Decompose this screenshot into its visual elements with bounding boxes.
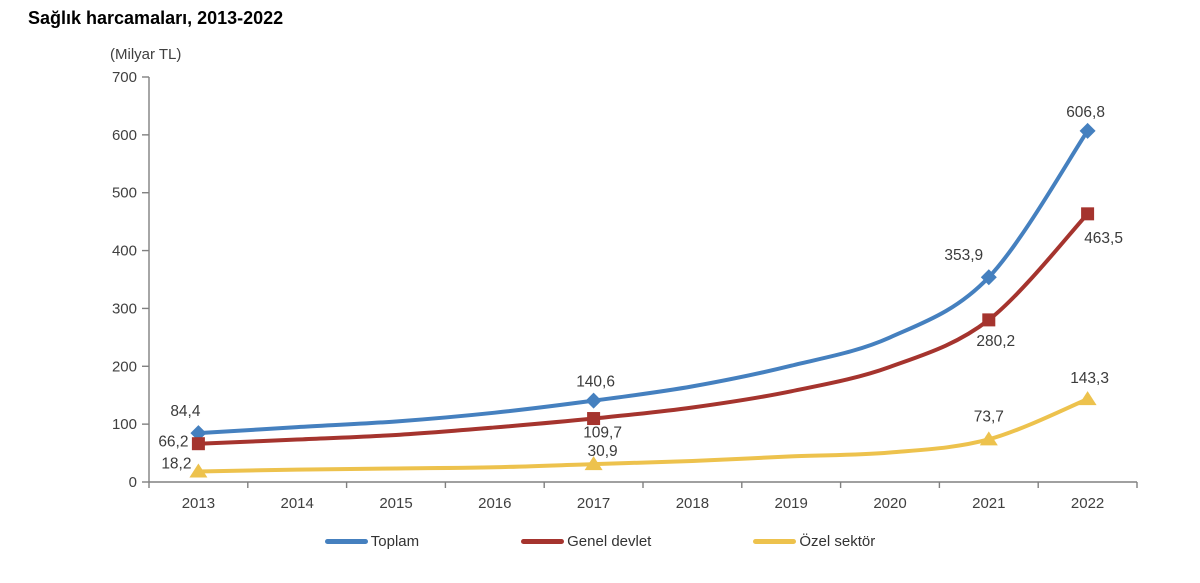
legend-key-genel-devlet-line — [521, 539, 565, 544]
data-label-genel-devlet-2022: 463,5 — [1084, 230, 1123, 247]
series-line--zel-sekt-r — [196, 397, 1090, 474]
y-axis-tick-label: 700 — [112, 69, 137, 86]
legend-label-toplam: Toplam — [370, 533, 420, 550]
page-title: Sağlık harcamaları, 2013-2022 — [28, 8, 284, 28]
series-marker-toplam-2021 — [980, 269, 997, 286]
data-label-genel-devlet-2021: 280,2 — [976, 333, 1015, 350]
y-axis-tick-label: 400 — [112, 243, 137, 260]
series-marker-toplam-2013 — [190, 425, 207, 442]
series-marker-toplam-2017 — [585, 392, 602, 409]
data-label-toplam-2022: 606,8 — [1066, 104, 1105, 121]
series-line-genel-devlet — [196, 211, 1090, 446]
x-axis-year-label: 2013 — [182, 495, 215, 512]
data-label--zel-sekt-r-2021: 73,7 — [974, 408, 1004, 425]
series-marker-toplam-2022 — [1079, 122, 1096, 139]
y-axis-tick-label: 300 — [112, 300, 137, 317]
x-axis-year-label: 2014 — [281, 495, 314, 512]
x-axis-year-label: 2020 — [873, 495, 906, 512]
data-label--zel-sekt-r-2017: 30,9 — [588, 443, 618, 460]
legend-item-toplam: Toplam — [324, 533, 420, 550]
data-label--zel-sekt-r-2013: 18,2 — [161, 455, 191, 472]
series-marker-genel-devlet-2013 — [191, 437, 205, 451]
series-marker--zel-sekt-r-2022 — [1078, 391, 1097, 406]
x-axis-year-label: 2017 — [577, 495, 610, 512]
x-axis-year-label: 2018 — [676, 495, 709, 512]
legend-item--zel-sekt-r: Özel sektör — [753, 533, 875, 550]
x-axis-year-label: 2019 — [775, 495, 808, 512]
legend-label--zel-sekt-r: Özel sektör — [799, 533, 876, 550]
series-marker-genel-devlet-2017 — [587, 412, 601, 426]
legend-item-genel-devlet: Genel devlet — [521, 533, 651, 550]
data-label-genel-devlet-2013: 66,2 — [158, 434, 188, 451]
data-label--zel-sekt-r-2022: 143,3 — [1070, 370, 1109, 387]
y-axis-unit-label: (Milyar TL) — [110, 46, 182, 63]
legend-key--zel-sekt-r-line — [753, 539, 797, 544]
y-axis-tick-label: 600 — [112, 127, 137, 144]
legend: Toplam Genel devlet Özel sektör — [0, 533, 1200, 550]
series-marker-genel-devlet-2021 — [982, 313, 996, 327]
data-label-toplam-2017: 140,6 — [576, 374, 615, 391]
series-marker--zel-sekt-r-2021 — [979, 431, 998, 446]
x-axis-year-label: 2022 — [1071, 495, 1104, 512]
y-axis-tick-label: 500 — [112, 185, 137, 202]
legend-label-genel-devlet: Genel devlet — [567, 533, 652, 550]
series-line-toplam — [196, 128, 1090, 436]
x-axis-year-label: 2016 — [478, 495, 511, 512]
y-axis-tick-label: 0 — [129, 474, 137, 491]
y-axis-tick-label: 200 — [112, 358, 137, 375]
series-marker--zel-sekt-r-2013 — [189, 463, 208, 478]
series-marker--zel-sekt-r-2017 — [584, 456, 603, 471]
legend-key-toplam-line — [324, 539, 368, 544]
y-axis-tick-label: 100 — [112, 416, 137, 433]
data-label-toplam-2013: 84,4 — [170, 403, 201, 420]
x-axis-year-label: 2015 — [379, 495, 412, 512]
data-label-toplam-2021: 353,9 — [944, 247, 983, 264]
data-label-genel-devlet-2017: 109,7 — [583, 425, 622, 442]
x-axis-year-label: 2021 — [972, 495, 1005, 512]
series-marker-genel-devlet-2022 — [1081, 207, 1095, 221]
